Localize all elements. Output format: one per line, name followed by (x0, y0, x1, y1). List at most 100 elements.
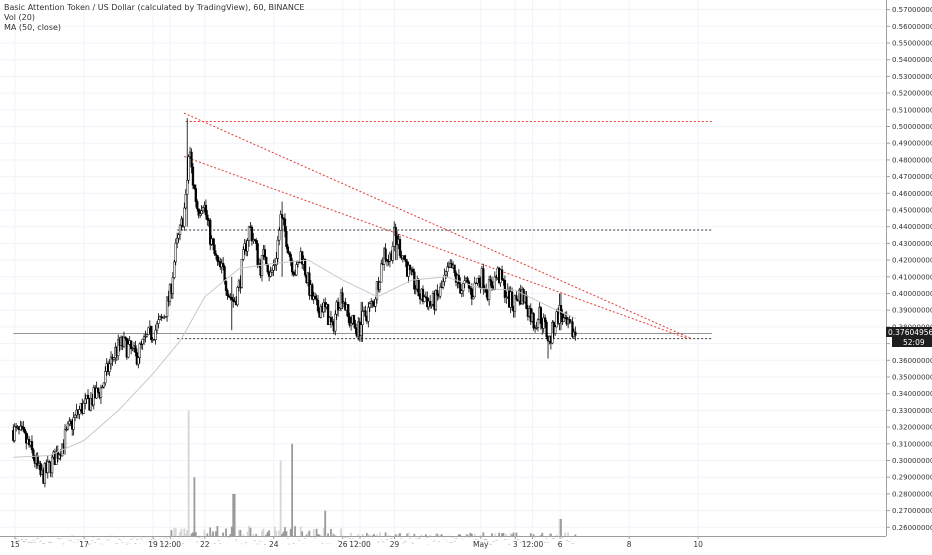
volume-bar (284, 527, 286, 536)
trend-line (183, 156, 688, 340)
candle-down (196, 201, 199, 210)
candle-up (414, 288, 417, 291)
volume-bar (486, 541, 489, 542)
price-tick-label: 0.29000000 (892, 474, 932, 482)
volume-bar (404, 541, 407, 543)
time-tick-label: 6 (558, 540, 563, 549)
volume-bar (276, 540, 279, 542)
volume-bar (229, 534, 232, 536)
volume-bar (344, 537, 347, 538)
candle-down (255, 239, 258, 244)
volume-bar (314, 537, 317, 539)
volume-bar (390, 538, 393, 539)
volume-bar (190, 533, 193, 536)
volume-bar (331, 532, 334, 536)
volume-bar (59, 538, 62, 539)
legend: Basic Attention Token / US Dollar (calcu… (4, 3, 304, 33)
candle-up (101, 386, 104, 389)
volume-bar (101, 543, 104, 545)
candle-down (32, 449, 35, 459)
symbol-title[interactable]: Basic Attention Token / US Dollar (calcu… (4, 3, 305, 12)
volume-bar (84, 538, 87, 539)
volume-bar (245, 542, 248, 543)
volume-bar (423, 539, 426, 540)
candle-up (112, 357, 116, 360)
volume-bar (492, 541, 495, 543)
volume-bar (568, 541, 571, 542)
candle-down (385, 259, 389, 262)
candle-up (536, 319, 540, 328)
volume-bar (114, 537, 117, 538)
candle-down (510, 291, 514, 307)
candle-down (224, 281, 228, 291)
candle-up (236, 287, 239, 306)
volume-bar (32, 540, 35, 541)
price-axis[interactable]: 0.57000000 0.56000000 0.55000000 0.54000000… (886, 0, 932, 536)
candle-up (505, 296, 508, 298)
volume-bar (378, 532, 381, 536)
volume-bar (18, 540, 20, 541)
volume-bar (97, 538, 99, 540)
candle-up (423, 296, 426, 302)
volume-bar (144, 542, 147, 543)
volume-bar (207, 543, 210, 544)
candle-down (329, 317, 333, 323)
volume-bar (107, 539, 110, 541)
candle-down (544, 317, 547, 323)
candle-down (280, 214, 284, 219)
candle-down (256, 243, 259, 266)
candle-up (487, 279, 491, 300)
ma-indicator-label[interactable]: MA (50, close) (4, 23, 62, 32)
volume-bar (215, 531, 217, 536)
volume-bar (94, 542, 97, 543)
candle-up (279, 214, 282, 231)
volume-bar (166, 538, 168, 539)
volume-bar (561, 537, 564, 539)
time-axis[interactable]: 15 17 19 12:00 22 24 26 12:00 29 May 3 12:00 6 8 10 (0, 536, 886, 549)
volume-bar (483, 539, 486, 540)
volume-bar (377, 541, 380, 543)
candle-down (354, 323, 357, 329)
candle-up (154, 329, 157, 340)
candle-down (30, 441, 34, 451)
volume-bar (350, 532, 352, 536)
vol-indicator-label[interactable]: Vol (20) (4, 13, 35, 22)
volume-bar (491, 533, 493, 536)
candle-down (429, 300, 432, 306)
candle-down (197, 208, 200, 216)
volume-bar (171, 538, 174, 539)
countdown-badge-bg (892, 337, 932, 347)
volume-bar (525, 542, 528, 544)
volume-bar (330, 528, 332, 536)
volume-bar (140, 538, 143, 539)
volume-bar (493, 533, 496, 536)
candle-up (142, 336, 146, 340)
candle-up (84, 398, 87, 404)
candle-down (214, 253, 218, 256)
candle-up (393, 226, 396, 247)
volume-bar (407, 532, 410, 536)
volume-bar (159, 537, 161, 539)
candle-up (66, 423, 70, 430)
volume-bar (465, 533, 467, 536)
volume-bar (521, 543, 524, 545)
candle-down (545, 321, 548, 338)
volume-bar (419, 537, 421, 539)
candle-down (130, 340, 133, 350)
volume-bar (509, 533, 512, 536)
candle-down (341, 292, 344, 304)
volume-bar (528, 542, 531, 544)
volume-bar (265, 534, 268, 536)
candle-down (160, 316, 163, 318)
volume-bar (573, 543, 575, 545)
volume-bar (380, 539, 383, 540)
candle-up (360, 324, 363, 336)
volume-bar (312, 529, 315, 536)
volume-bar (386, 539, 388, 540)
candle-down (477, 277, 481, 284)
volume-bar (324, 510, 327, 536)
volume-bar (506, 539, 509, 540)
candle-down (489, 279, 492, 282)
